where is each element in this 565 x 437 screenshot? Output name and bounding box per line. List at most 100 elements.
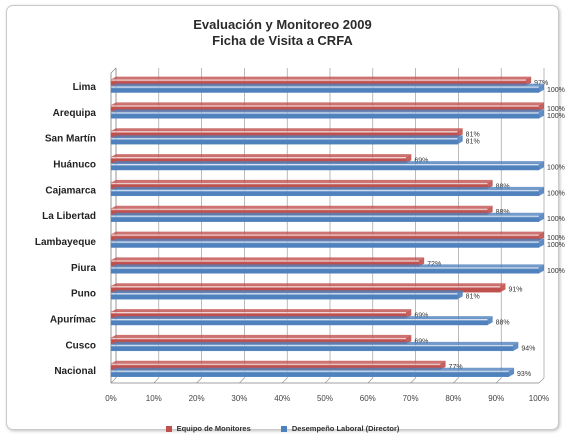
data-label: 100%	[547, 216, 565, 223]
bar-top-face	[111, 109, 544, 113]
x-tick-label: 20%	[189, 394, 205, 403]
bar-end-face	[500, 283, 506, 293]
bar-end-face	[539, 231, 544, 241]
x-tick-label: 70%	[403, 394, 419, 403]
bar-end-face	[526, 76, 532, 86]
bar	[110, 318, 488, 326]
data-label: 94%	[521, 345, 535, 352]
y-category-label: San Martín	[45, 134, 96, 145]
bar-top-face	[111, 212, 544, 216]
y-category-label: Cajamarca	[45, 185, 96, 196]
data-label: 97%	[534, 80, 548, 87]
bar-end-face	[406, 334, 412, 344]
x-tick-label: 50%	[317, 394, 333, 403]
bar-end-face	[513, 341, 519, 351]
bar-top-face	[111, 264, 544, 268]
bar-top-face	[111, 309, 412, 312]
bar-top-face	[111, 283, 506, 286]
bar	[110, 370, 510, 377]
x-gridline-floor	[324, 377, 331, 384]
legend-item-series-1: Equipo de Monitores	[165, 424, 251, 433]
data-label: 91%	[508, 287, 522, 294]
bar-end-face	[487, 179, 493, 189]
bar-top-face	[111, 186, 544, 190]
y-category-label: Piura	[71, 263, 96, 274]
legend-item-series-2: Desempeño Laboral (Director)	[280, 424, 399, 433]
data-label: 88%	[496, 209, 510, 216]
data-label: 69%	[414, 313, 428, 320]
bar	[110, 292, 458, 300]
x-gridline-floor	[410, 377, 416, 384]
bar-end-face	[539, 83, 544, 93]
x-gridline-floor	[453, 377, 459, 384]
bar-top-face	[111, 179, 493, 183]
bar-end-face	[539, 161, 544, 171]
x-gridline-floor	[495, 377, 502, 384]
data-label: 100%	[547, 113, 565, 120]
data-label: 88%	[496, 320, 510, 327]
bar	[110, 215, 540, 222]
y-category-label: Arequipa	[53, 108, 97, 119]
bar	[110, 241, 540, 248]
bar-end-face	[539, 102, 544, 112]
data-label: 69%	[414, 338, 428, 345]
x-gridline-floor	[281, 377, 288, 384]
data-label: 77%	[449, 364, 463, 371]
bar-end-face	[406, 309, 412, 319]
y-category-label: La Libertad	[42, 211, 96, 222]
data-label: 100%	[547, 235, 565, 242]
chart-legend: Equipo de Monitores Desempeño Laboral (D…	[0, 424, 565, 433]
legend-label-series-1: Equipo de Monitores	[176, 424, 251, 433]
bar-end-face	[457, 290, 463, 300]
y-category-label: Cusco	[65, 340, 96, 351]
bar-top-face	[111, 83, 544, 87]
y-category-label: Lambayeque	[35, 237, 97, 248]
x-tick-label: 30%	[231, 394, 247, 403]
x-tick-label: 90%	[488, 394, 504, 403]
legend-swatch-series-1	[165, 426, 172, 433]
y-category-label: Apurímac	[50, 314, 97, 325]
bar-top-face	[111, 316, 493, 319]
data-label: 100%	[547, 190, 565, 197]
bar-top-face	[111, 154, 412, 157]
bar-top-face	[111, 367, 515, 371]
data-label: 81%	[466, 139, 480, 146]
x-gridline-floor	[196, 377, 202, 384]
y-category-label: Lima	[73, 82, 97, 93]
bar-top-face	[111, 334, 412, 338]
bar-top-face	[111, 128, 463, 131]
bar	[110, 189, 540, 197]
chart-subtitle: Ficha de Visita a CRFA	[212, 33, 353, 48]
y-category-label: Nacional	[54, 366, 96, 377]
data-label: 88%	[496, 183, 510, 190]
legend-swatch-series-2	[280, 426, 287, 433]
bar-top-face	[111, 257, 425, 261]
bar-end-face	[487, 205, 493, 215]
x-tick-label: 40%	[274, 394, 290, 403]
bar-top-face	[111, 102, 544, 106]
x-tick-label: 80%	[445, 394, 461, 403]
bar-top-face	[111, 135, 463, 138]
x-tick-label: 0%	[105, 394, 117, 403]
data-label: 93%	[517, 371, 531, 378]
bar-top-face	[111, 238, 544, 242]
bar-end-face	[539, 186, 544, 196]
bar-top-face	[111, 76, 532, 80]
data-label: 72%	[427, 261, 441, 268]
bar	[110, 266, 540, 274]
bar-end-face	[509, 367, 515, 377]
bar	[110, 344, 514, 352]
data-label: 100%	[547, 165, 565, 172]
x-gridline-floor	[367, 377, 374, 384]
x-gridline-floor	[153, 377, 160, 384]
bar-top-face	[111, 205, 493, 209]
bar-top-face	[111, 161, 544, 164]
data-label: 81%	[466, 294, 480, 301]
data-label: 69%	[414, 158, 428, 165]
bar-top-face	[111, 341, 519, 345]
bar-top-face	[111, 290, 463, 293]
x-gridline-floor	[239, 377, 245, 384]
x-tick-label: 60%	[360, 394, 376, 403]
bar-end-face	[539, 212, 544, 222]
